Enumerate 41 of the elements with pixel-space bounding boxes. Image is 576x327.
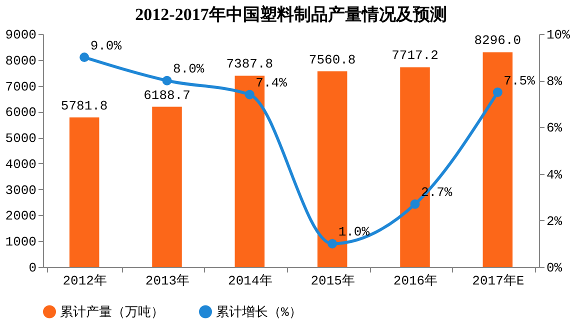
chart-title: 2012-2017年中国塑料制品产量情况及预测 [135, 4, 447, 24]
x-tick-label: 2012年 [62, 274, 107, 288]
point [328, 238, 338, 248]
x-tick-label: 2016年 [393, 274, 438, 288]
y2-tick-label: 10% [546, 28, 570, 42]
y-tick-label: 5000 [5, 131, 36, 146]
legend-label: 累计增长（%） [216, 304, 302, 320]
y-tick-label: 6000 [5, 105, 36, 120]
data-label: 8296.0 [474, 33, 522, 48]
y-tick-label: 7000 [5, 79, 36, 94]
y-tick-label: 1000 [5, 234, 36, 250]
data-label: 7387.8 [226, 56, 274, 72]
bar [69, 117, 100, 267]
bar [152, 106, 182, 267]
data-label: 6188.7 [144, 88, 190, 103]
y-tick-label: 0 [28, 260, 36, 276]
data-label: 7717.2 [392, 48, 438, 64]
y2-tick-label: 8% [546, 74, 562, 90]
y-tick-label: 2000 [5, 208, 36, 224]
point [244, 90, 254, 100]
y-tick-label: 9000 [5, 28, 36, 42]
x-tick-label: 2015年 [310, 274, 355, 288]
y2-tick-label: 6% [546, 120, 562, 136]
point [492, 88, 502, 97]
y2-tick-label: 2% [546, 214, 562, 229]
data-label: 9.0% [90, 38, 122, 54]
point [162, 76, 172, 86]
y2-tick-label: 0% [546, 260, 562, 276]
data-label: 7560.8 [308, 52, 356, 68]
y2-tick-label: 4% [546, 167, 562, 182]
x-tick-label: 2017年E [472, 274, 524, 288]
point [410, 199, 420, 209]
legend-label: 累计产量（万吨） [60, 304, 164, 320]
x-tick-label: 2014年 [228, 274, 272, 288]
y-tick-label: 4000 [5, 156, 36, 172]
y-tick-label: 3000 [5, 182, 36, 198]
point [80, 52, 90, 62]
data-label: 8.0% [173, 62, 204, 77]
data-label: 5781.8 [60, 98, 108, 114]
x-tick-label: 2013年 [145, 274, 190, 288]
y-tick-label: 8000 [5, 53, 36, 68]
